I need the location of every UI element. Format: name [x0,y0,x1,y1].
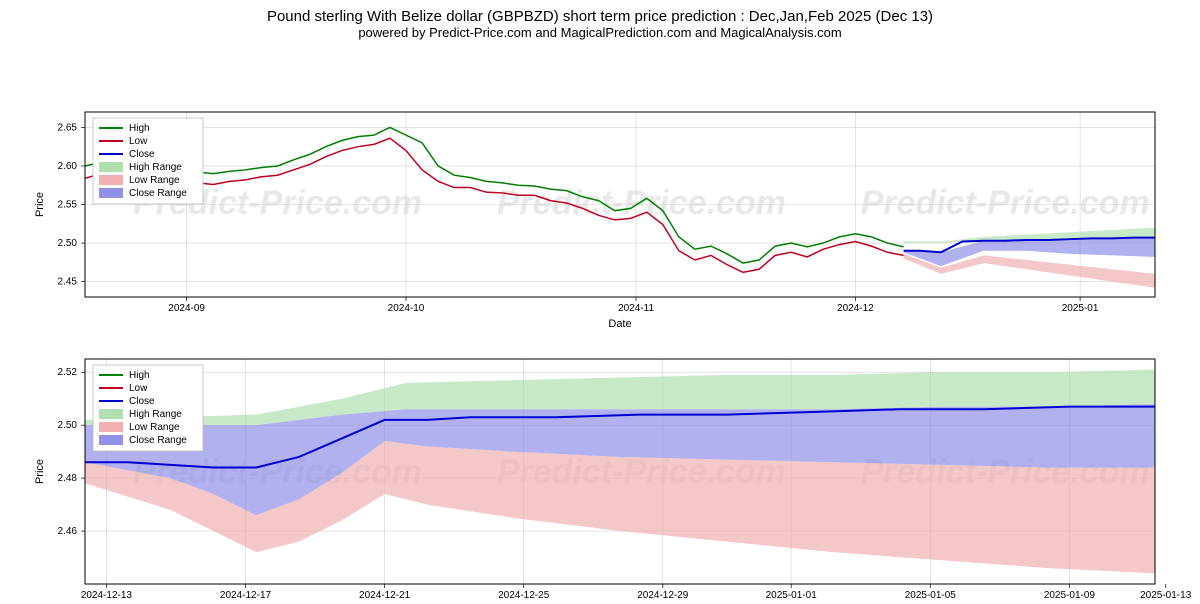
y-tick-label: 2.55 [58,200,78,211]
chart-container: Pound sterling With Belize dollar (GBPBZ… [0,0,1200,604]
x-tick-label: 2024-12-25 [498,590,550,601]
x-tick-label: 2024-11 [618,303,654,314]
legend-label: Close Range [129,188,187,199]
x-axis-label: Date [608,318,631,330]
legend-label: High Range [129,409,182,420]
legend-label: Close [129,149,155,160]
y-axis-label: Price [34,459,46,484]
chart-svg: Predict-Price.comPredict-Price.comPredic… [0,44,1200,604]
watermark: Predict-Price.com [861,184,1150,222]
y-tick-label: 2.50 [58,238,78,249]
legend-swatch [99,188,123,198]
legend-swatch [99,435,123,445]
legend-swatch [99,162,123,172]
legend-label: Low Range [129,422,180,433]
chart-title: Pound sterling With Belize dollar (GBPBZ… [0,0,1200,25]
x-tick-label: 2024-12-13 [81,590,133,601]
y-tick-label: 2.65 [58,122,78,133]
x-tick-label: 2025-01-05 [905,590,957,601]
legend-label: Close [129,396,155,407]
legend-swatch [99,422,123,432]
legend-label: High [129,123,150,134]
x-tick-label: 2025-01-01 [766,590,818,601]
legend-label: Low [129,383,148,394]
chart-subtitle: powered by Predict-Price.com and Magical… [0,25,1200,40]
legend-swatch [99,175,123,185]
y-tick-label: 2.52 [58,367,78,378]
y-tick-label: 2.48 [58,473,78,484]
y-tick-label: 2.46 [58,526,78,537]
legend-swatch [99,409,123,419]
x-tick-label: 2024-10 [388,303,425,314]
y-tick-label: 2.50 [58,420,78,431]
x-tick-label: 2024-12-29 [637,590,689,601]
x-tick-label: 2024-12-21 [359,590,411,601]
x-tick-label: 2025-01 [1062,303,1099,314]
legend-label: Low [129,136,148,147]
legend-label: High [129,370,150,381]
watermark: Predict-Price.com [497,184,786,222]
x-tick-label: 2024-12 [837,303,874,314]
y-tick-label: 2.45 [58,277,78,288]
x-tick-label: 2024-12-17 [220,590,272,601]
x-tick-label: 2024-09 [168,303,205,314]
y-axis-label: Price [34,192,46,217]
legend-label: Close Range [129,435,187,446]
legend-label: Low Range [129,175,180,186]
x-tick-label: 2025-01-13 [1140,590,1192,601]
x-tick-label: 2025-01-09 [1044,590,1096,601]
y-tick-label: 2.60 [58,161,78,172]
legend-label: High Range [129,162,182,173]
